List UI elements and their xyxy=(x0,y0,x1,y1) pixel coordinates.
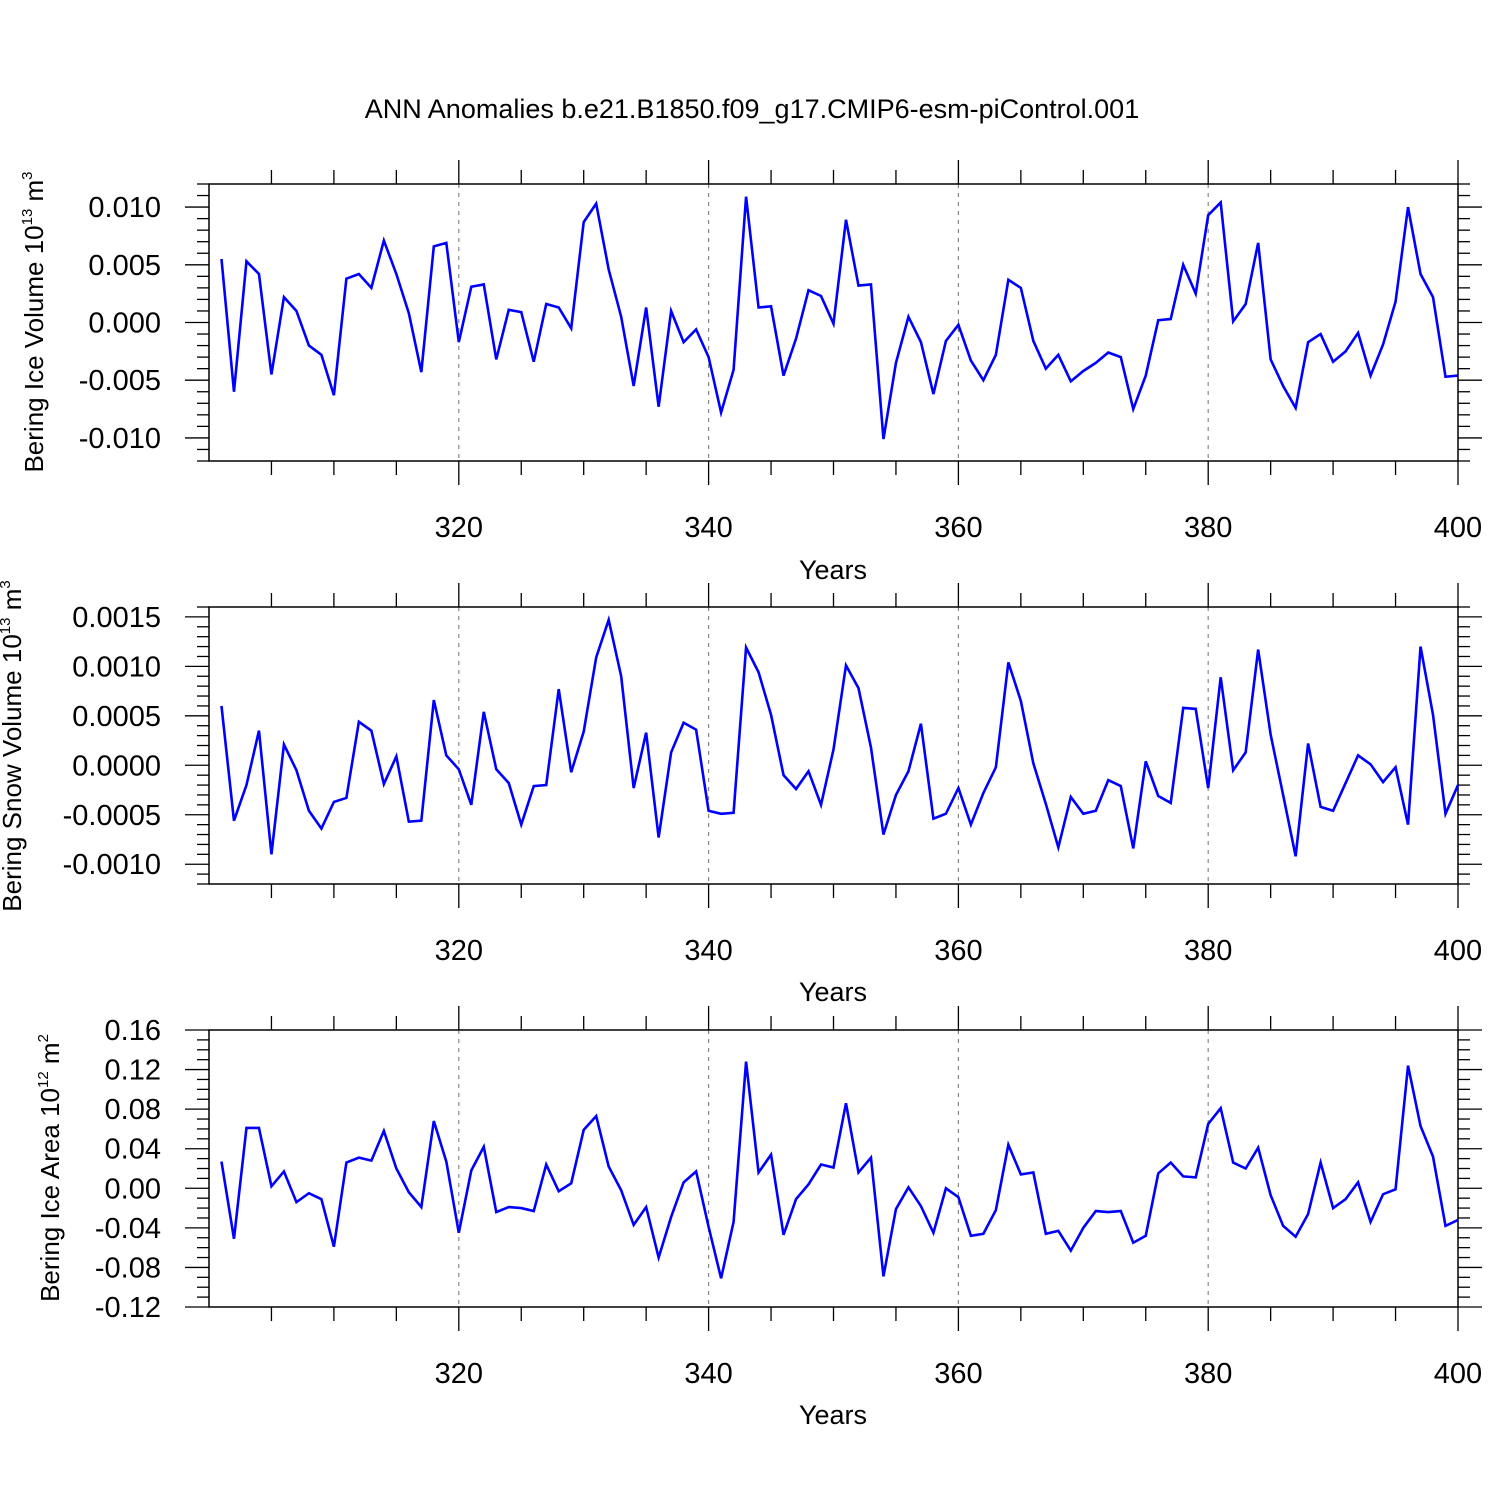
svg-text:Bering Ice Volume 1013 m3: Bering Ice Volume 1013 m3 xyxy=(19,171,49,472)
figure-title: ANN Anomalies b.e21.B1850.f09_g17.CMIP6-… xyxy=(365,94,1139,124)
ice-volume-y-tick-label-4: 0.010 xyxy=(88,192,161,224)
ice-volume-x-tick-label-380: 380 xyxy=(1184,512,1232,544)
snow-volume-y-tick-label-3: 0.0005 xyxy=(72,701,161,733)
ice-volume-series-line xyxy=(220,196,1459,440)
snow-volume-series-line xyxy=(220,614,1460,857)
ice-volume-y-tick-label-0: -0.010 xyxy=(79,423,161,455)
snow-volume-x-tick-label-340: 340 xyxy=(684,935,732,967)
ice-area-x-tick-label-380: 380 xyxy=(1184,1358,1232,1390)
ice-volume-y-axis-label: Bering Ice Volume 1013 m3 xyxy=(19,171,49,472)
ice-area-x-tick-label-400: 400 xyxy=(1434,1358,1482,1390)
ice-area-ylabel-exponent: 12 xyxy=(35,1071,52,1088)
snow-volume-panel: Bering Snow Volume 1013 m3 Years 320 340 3… xyxy=(0,580,1482,1007)
ice-area-y-tick-label-4: 0.04 xyxy=(105,1134,161,1166)
ice-volume-x-tick-label-360: 360 xyxy=(934,512,982,544)
ice-area-y-tick-label-3: 0.00 xyxy=(105,1173,161,1205)
snow-volume-y-axis-label: Bering Snow Volume 1013 m3 xyxy=(0,580,27,911)
snow-volume-ylabel-unit: m xyxy=(0,589,27,618)
ice-volume-y-tick-label-3: 0.005 xyxy=(88,250,161,282)
snow-volume-y-tick-label-0: -0.0010 xyxy=(63,849,161,881)
ice-area-x-tick-label-320: 320 xyxy=(435,1358,483,1390)
snow-volume-y-tick-label-2: 0.0000 xyxy=(72,750,161,782)
ice-area-ylabel-prefix: Bering Ice Area 10 xyxy=(35,1088,65,1302)
snow-volume-x-tick-label-380: 380 xyxy=(1184,935,1232,967)
ice-area-x-tick-label-340: 340 xyxy=(684,1358,732,1390)
snow-volume-ylabel-prefix: Bering Snow Volume 10 xyxy=(0,634,27,912)
ice-area-y-axis-label: Bering Ice Area 1012 m2 xyxy=(35,1034,65,1302)
ice-volume-x-tick-label-320: 320 xyxy=(435,512,483,544)
ice-area-y-tick-label-1: -0.08 xyxy=(95,1252,161,1284)
ice-volume-x-axis-label: Years xyxy=(799,555,867,585)
snow-volume-y-tick-label-4: 0.0010 xyxy=(72,651,161,683)
ice-volume-ylabel-prefix: Bering Ice Volume 10 xyxy=(19,225,49,472)
ice-volume-ylabel-unit-exponent: 3 xyxy=(19,171,36,179)
snow-volume-x-tick-label-400: 400 xyxy=(1434,935,1482,967)
snow-volume-ylabel-exponent: 13 xyxy=(0,618,14,635)
ice-area-y-tick-label-7: 0.16 xyxy=(105,1015,161,1047)
ice-area-x-tick-label-360: 360 xyxy=(934,1358,982,1390)
ice-area-ylabel-unit: m xyxy=(35,1042,65,1071)
snow-volume-x-tick-label-320: 320 xyxy=(435,935,483,967)
ice-volume-y-tick-label-2: 0.000 xyxy=(88,308,161,340)
ice-area-x-axis-label: Years xyxy=(799,1400,867,1430)
snow-volume-x-axis-label: Years xyxy=(799,977,867,1007)
snow-volume-ylabel-unit-exponent: 3 xyxy=(0,580,14,588)
ice-volume-panel: Bering Ice Volume 1013 m3 Years 320 340 36… xyxy=(19,160,1482,585)
snow-volume-y-tick-label-5: 0.0015 xyxy=(72,602,161,634)
ice-area-y-tick-label-2: -0.04 xyxy=(95,1213,161,1245)
ice-area-y-tick-label-6: 0.12 xyxy=(105,1055,161,1087)
ice-volume-x-tick-label-340: 340 xyxy=(684,512,732,544)
svg-text:Bering Ice Area 1012 m2: Bering Ice Area 1012 m2 xyxy=(35,1034,65,1302)
ice-volume-y-tick-label-1: -0.005 xyxy=(79,365,161,397)
ice-volume-ylabel-exponent: 13 xyxy=(19,209,36,226)
ice-area-y-tick-label-5: 0.08 xyxy=(105,1094,161,1126)
ice-area-series-line xyxy=(220,1061,1459,1279)
snow-volume-x-tick-label-360: 360 xyxy=(934,935,982,967)
ice-volume-x-tick-label-400: 400 xyxy=(1434,512,1482,544)
ice-area-panel: Bering Ice Area 1012 m2 Years 320 340 360 3… xyxy=(35,1006,1482,1430)
ice-volume-ylabel-unit: m xyxy=(19,180,49,209)
svg-text:Bering Snow Volume 1013 m3: Bering Snow Volume 1013 m3 xyxy=(0,580,27,911)
ice-area-ylabel-unit-exponent: 2 xyxy=(35,1034,52,1042)
snow-volume-y-tick-label-1: -0.0005 xyxy=(63,800,161,832)
ice-area-y-tick-label-0: -0.12 xyxy=(95,1292,161,1324)
